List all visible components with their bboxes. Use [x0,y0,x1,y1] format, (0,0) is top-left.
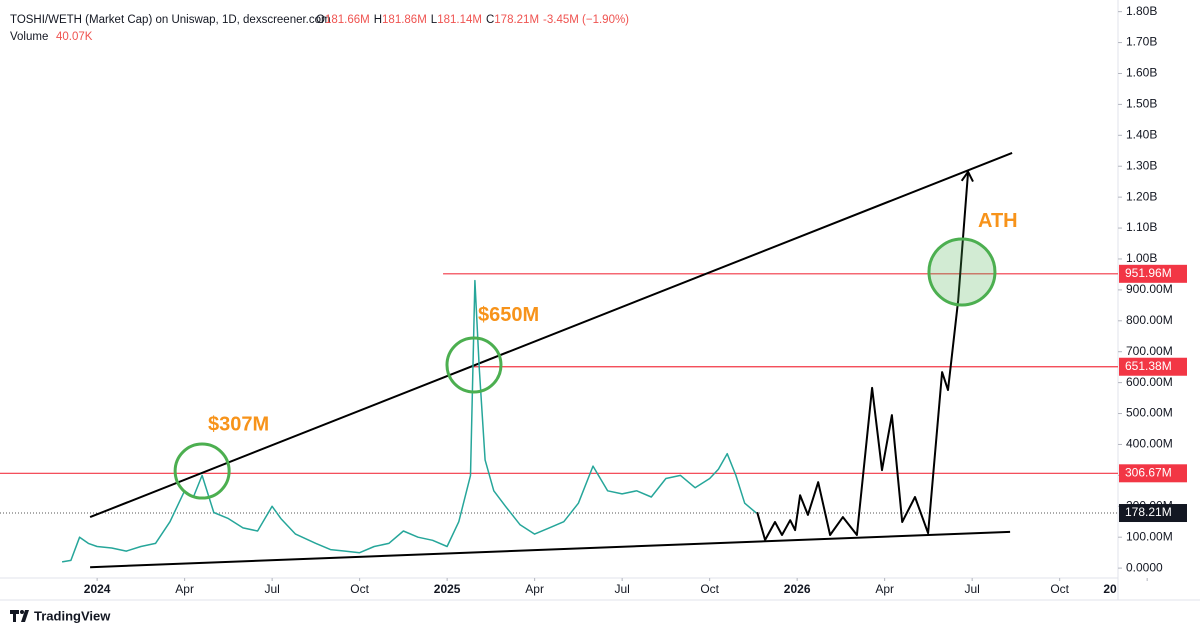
x-tick-label: Jul [964,582,979,596]
x-tick-label: Apr [175,582,194,596]
highlight-circle [173,442,231,500]
brand-logo-dot [20,610,24,614]
arrow-head [960,169,974,183]
y-tick-label: 700.00M [1126,344,1173,358]
y-tick-label: 1.80B [1126,4,1157,18]
y-tick-label: 500.00M [1126,406,1173,420]
change: -3.45M (−1.90%) [543,14,629,26]
y-tick-label: 1.70B [1126,35,1157,49]
x-tick-label: Oct [350,582,369,596]
ohlc-value: 181.66M [325,14,370,26]
y-tick-label: 1.00B [1126,251,1157,265]
y-tick-label: 1.10B [1126,220,1157,234]
ohlc-label: O [316,14,325,26]
last-price-bg [1119,504,1187,523]
projection-line [756,171,970,541]
x-tick-label: Apr [525,582,544,596]
y-tick-label: 1.60B [1126,66,1157,80]
level-label-bg [1119,264,1187,283]
x-tick-label: 2026 [784,582,811,596]
x-tick-label: 2025 [434,582,461,596]
brand-name: TradingView [34,608,111,623]
ohlc-label: C [486,14,494,26]
level-label-bg [1119,464,1187,483]
x-tick-label: Jul [264,582,279,596]
volume-label: Volume [10,31,48,43]
ohlc-value: 181.86M [382,14,427,26]
ohlc-label: H [374,14,382,26]
y-tick-label: 100.00M [1126,529,1173,543]
level-label: 951.96M [1125,266,1172,280]
brand-logo [10,610,29,622]
y-tick-label: 1.40B [1126,127,1157,141]
annotation: $307M [208,413,269,435]
brand: TradingView [10,608,111,623]
trend-line [90,530,1011,569]
annotation: $650M [478,304,539,326]
x-tick-label: 20 [1103,582,1117,596]
y-tick-label: 600.00M [1126,375,1173,389]
last-price-label: 178.21M [1125,505,1172,519]
y-tick-label: 1.50B [1126,97,1157,111]
y-tick-label: 1.30B [1126,158,1157,172]
y-tick-label: 800.00M [1126,313,1173,327]
level-label: 306.67M [1125,465,1172,479]
annotation: ATH [978,210,1018,232]
y-tick-label: 400.00M [1126,437,1173,451]
y-tick-label: 1.20B [1126,189,1157,203]
ohlc-label: L [431,14,438,26]
x-tick-label: Oct [700,582,719,596]
highlight-circle [445,336,503,394]
ohlc: O181.66M H181.86M L181.14M C178.21M -3.45M (… [316,14,629,26]
plot: $307M $650M ATH [0,151,1118,569]
x-tick-label: Oct [1050,582,1069,596]
ohlc-value: 181.14M [437,14,482,26]
ohlc-value: 178.21M [494,14,539,26]
chart-title: TOSHI/WETH (Market Cap) on Uniswap, 1D, … [10,14,331,26]
price-line [61,279,757,563]
level-label: 651.38M [1125,359,1172,373]
y-tick-label: 900.00M [1126,282,1173,296]
x-tick-label: Apr [875,582,894,596]
header: TOSHI/WETH (Market Cap) on Uniswap, 1D, … [10,14,629,43]
x-tick-label: 2024 [84,582,111,596]
x-tick-label: Jul [614,582,629,596]
level-label-bg [1119,357,1187,376]
volume-value: 40.07K [56,31,93,43]
highlight-circle [927,237,997,307]
trend-line [89,151,1013,519]
y-tick-label: 0.0000 [1126,560,1163,574]
